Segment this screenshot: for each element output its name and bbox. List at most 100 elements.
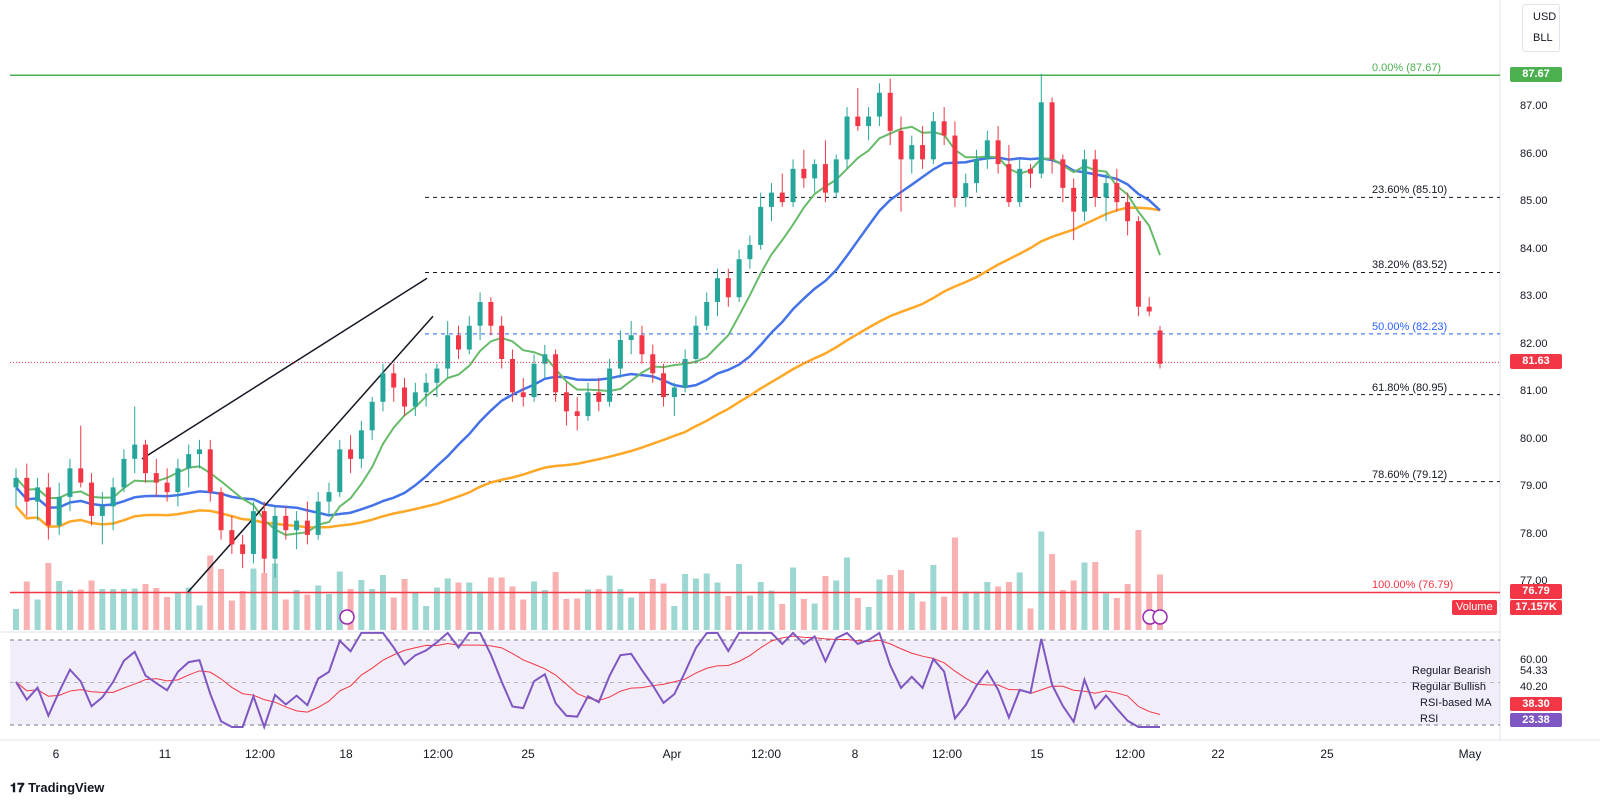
candle-body xyxy=(747,244,753,260)
candle-body xyxy=(1017,168,1023,203)
volume-bar xyxy=(185,587,192,630)
volume-bar xyxy=(304,594,311,630)
volume-bar xyxy=(941,596,948,630)
volume-bar xyxy=(423,606,430,630)
y-tick-label: 83.00 xyxy=(1520,290,1548,303)
volume-bar xyxy=(390,597,397,630)
candle-body xyxy=(952,135,958,198)
rsi-legend-value: 54.33 xyxy=(1520,665,1548,677)
volume-bar xyxy=(1005,582,1012,630)
candle-body xyxy=(909,145,915,160)
volume-bar xyxy=(509,586,516,630)
volume-bar xyxy=(811,603,818,630)
candle-body xyxy=(391,373,397,388)
candle-body xyxy=(628,335,634,340)
candle-body xyxy=(596,392,602,402)
y-tick-label: 78.00 xyxy=(1520,527,1548,540)
x-tick-label: 12:00 xyxy=(750,747,782,761)
volume-bar xyxy=(455,582,462,630)
volume-bar xyxy=(466,582,473,630)
volume-bar xyxy=(725,596,732,630)
volume-bar xyxy=(746,595,753,630)
last-price-tag: 81.63 xyxy=(1510,354,1562,370)
rsi-legend-name: RSI-based MA xyxy=(1420,697,1492,709)
volume-bar xyxy=(88,580,95,630)
volume-bar xyxy=(1081,562,1088,630)
candle-body xyxy=(207,449,213,493)
volume-bar xyxy=(822,576,829,630)
volume-bar xyxy=(498,577,505,630)
volume-bar xyxy=(844,557,851,630)
trendline-lower xyxy=(187,315,434,593)
volume-bar xyxy=(585,589,591,630)
volume-bar xyxy=(477,591,484,630)
candle-body xyxy=(466,325,472,350)
x-tick-label: 12:00 xyxy=(422,747,454,761)
candle-body xyxy=(1081,159,1087,212)
x-tick-label: 18 xyxy=(339,747,353,761)
candle-body xyxy=(531,363,537,398)
candle-body xyxy=(887,92,893,131)
rsi-legend-name: RSI xyxy=(1420,713,1439,725)
volume-bar xyxy=(196,605,203,630)
candle-body xyxy=(812,164,818,179)
volume-bar xyxy=(153,588,160,630)
volume-bar xyxy=(250,568,257,630)
fib-price-tag: 87.67 xyxy=(1510,67,1562,83)
volume-bar xyxy=(444,578,451,630)
candle-body xyxy=(78,468,84,483)
candle-body xyxy=(758,206,764,245)
volume-bar xyxy=(228,600,235,630)
volume-bar xyxy=(531,581,538,630)
fib-level-label: 0.00% (87.67) xyxy=(1372,62,1442,75)
candle-body xyxy=(143,444,149,474)
volume-bar xyxy=(1038,531,1045,630)
rsi-y-tick: 60.00 xyxy=(1520,654,1548,666)
candle-body xyxy=(337,449,343,493)
volume-bar xyxy=(541,590,548,630)
volume-bar xyxy=(628,597,635,630)
candle-body xyxy=(110,487,116,507)
candle-body xyxy=(1103,183,1109,198)
event-icon xyxy=(339,609,355,625)
y-tick-label: 85.00 xyxy=(1520,195,1548,208)
volume-bar xyxy=(1157,574,1163,630)
volume-bar xyxy=(164,597,171,630)
candle-body xyxy=(920,145,926,160)
volume-bar xyxy=(1059,590,1066,630)
candle-body xyxy=(153,473,159,483)
candle-body xyxy=(132,444,138,459)
volume-bar xyxy=(487,577,494,630)
volume-bar xyxy=(1070,580,1077,630)
volume-bar xyxy=(854,598,861,630)
volume-bar xyxy=(401,579,408,630)
unit-selector[interactable]: USD BLL xyxy=(1522,4,1560,52)
candle-body xyxy=(499,325,505,360)
volume-bar xyxy=(908,592,915,630)
candle-body xyxy=(455,335,461,350)
candle-body xyxy=(876,92,882,117)
candle-body xyxy=(801,168,807,179)
fib-level-label: 23.60% (85.10) xyxy=(1372,184,1448,197)
fib-level-label: 50.00% (82.23) xyxy=(1372,320,1448,333)
volume-bar xyxy=(574,598,581,630)
volume-bar xyxy=(790,567,797,630)
candle-body xyxy=(563,392,569,412)
volume-bar xyxy=(703,573,710,630)
volume-bar xyxy=(595,589,602,630)
volume-bar xyxy=(131,588,138,630)
volume-bar xyxy=(800,599,807,630)
trendline-upper xyxy=(141,277,428,460)
volume-bar xyxy=(369,589,376,630)
candle-body xyxy=(822,164,828,193)
volume-bar xyxy=(412,592,419,630)
candle-body xyxy=(348,449,354,459)
candle-body xyxy=(218,492,224,531)
volume-bar xyxy=(261,573,268,630)
candle-body xyxy=(520,392,526,398)
volume-bar xyxy=(617,589,624,630)
candle-body xyxy=(671,387,677,398)
candle-body xyxy=(898,130,904,160)
volume-bar xyxy=(347,589,354,630)
